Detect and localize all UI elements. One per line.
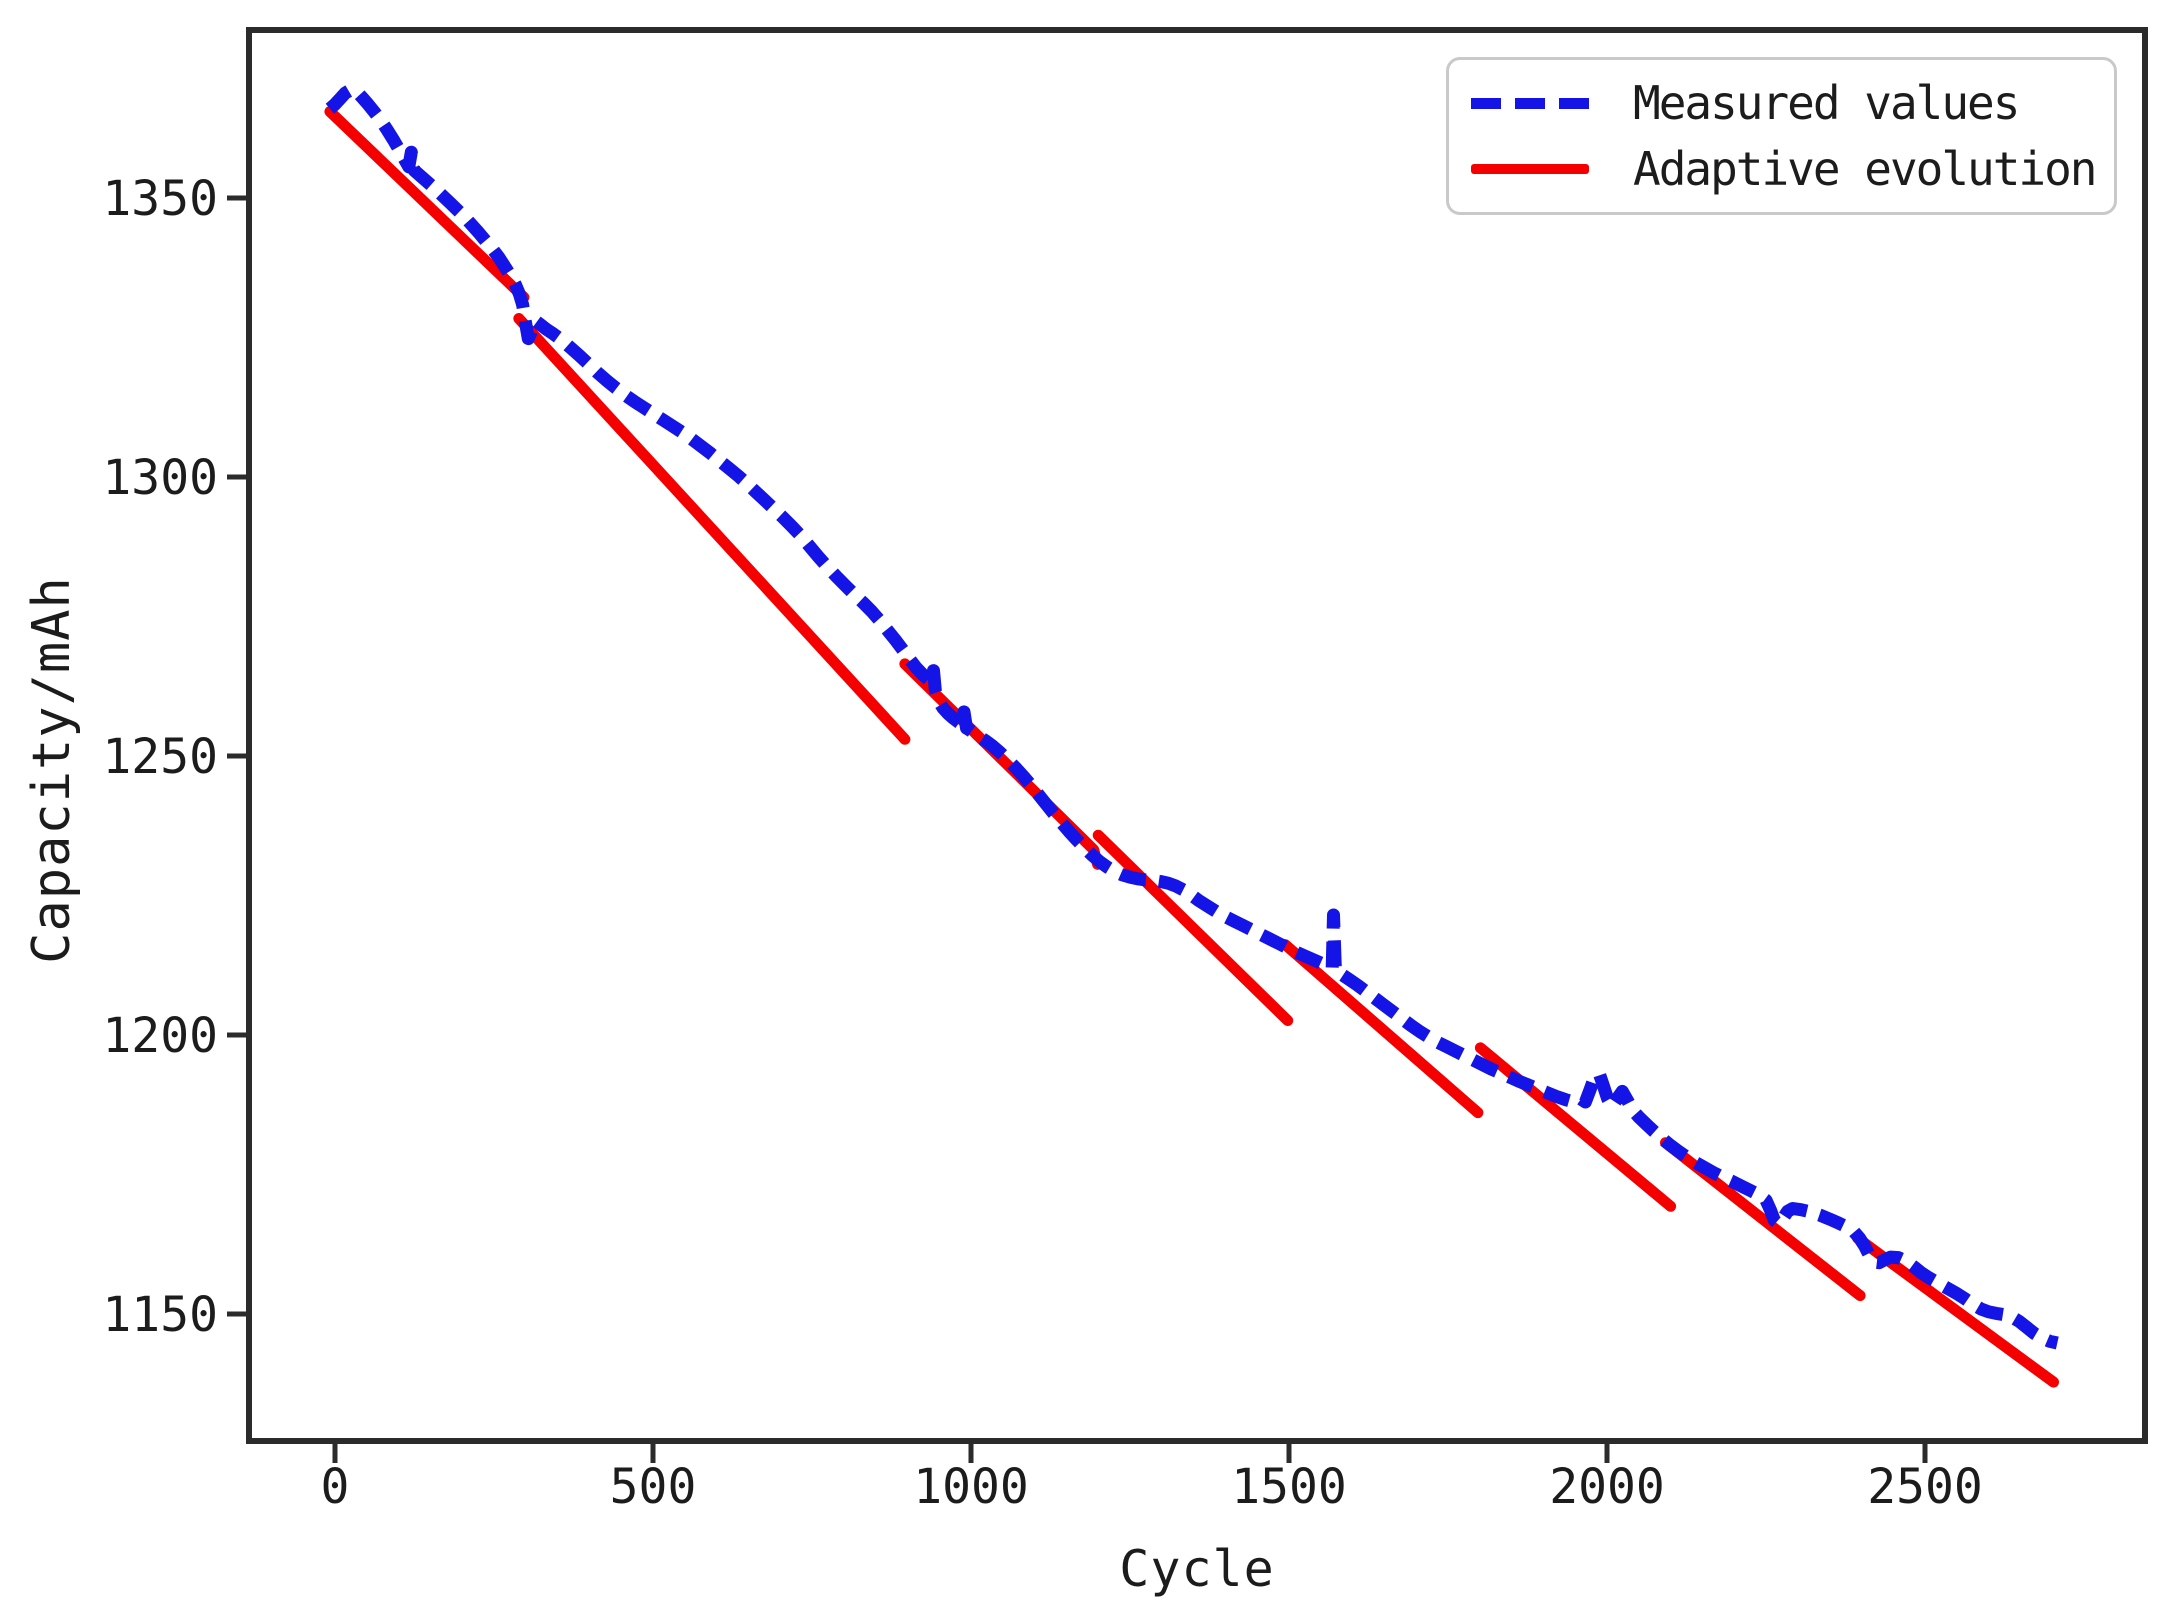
measured-values-line bbox=[325, 83, 2059, 1350]
y-tick-label: 1150 bbox=[102, 1287, 218, 1343]
x-tick-label: 1000 bbox=[913, 1459, 1029, 1515]
adaptive-evolution-segment bbox=[324, 106, 530, 303]
y-tick-label: 1250 bbox=[102, 729, 218, 785]
x-tick-label: 0 bbox=[321, 1459, 350, 1515]
plot-border bbox=[246, 27, 2148, 1444]
y-axis-label: Capacity/mAh bbox=[22, 576, 82, 964]
y-tick-label: 1300 bbox=[102, 450, 218, 506]
legend-dashed-line-swatch bbox=[1471, 97, 1589, 109]
adaptive-evolution-segment bbox=[1279, 939, 1484, 1119]
legend: Measured values Adaptive evolution bbox=[1446, 57, 2117, 215]
x-axis-label: Cycle bbox=[1119, 1540, 1275, 1598]
legend-solid-line-swatch bbox=[1471, 164, 1589, 174]
x-tick-label: 1500 bbox=[1231, 1459, 1347, 1515]
adaptive-evolution-segment bbox=[1092, 829, 1294, 1026]
legend-item-measured: Measured values bbox=[1471, 76, 2114, 130]
y-tick-label: 1200 bbox=[102, 1008, 218, 1064]
adaptive-evolution-segment bbox=[513, 313, 911, 745]
x-tick-label: 2500 bbox=[1867, 1459, 1983, 1515]
x-tick-label: 500 bbox=[610, 1459, 697, 1515]
x-tick-label: 2000 bbox=[1549, 1459, 1665, 1515]
legend-item-adaptive: Adaptive evolution bbox=[1471, 142, 2114, 196]
legend-label-adaptive: Adaptive evolution bbox=[1633, 142, 2097, 196]
legend-label-measured: Measured values bbox=[1633, 76, 2020, 130]
y-tick-label: 1350 bbox=[102, 171, 218, 227]
